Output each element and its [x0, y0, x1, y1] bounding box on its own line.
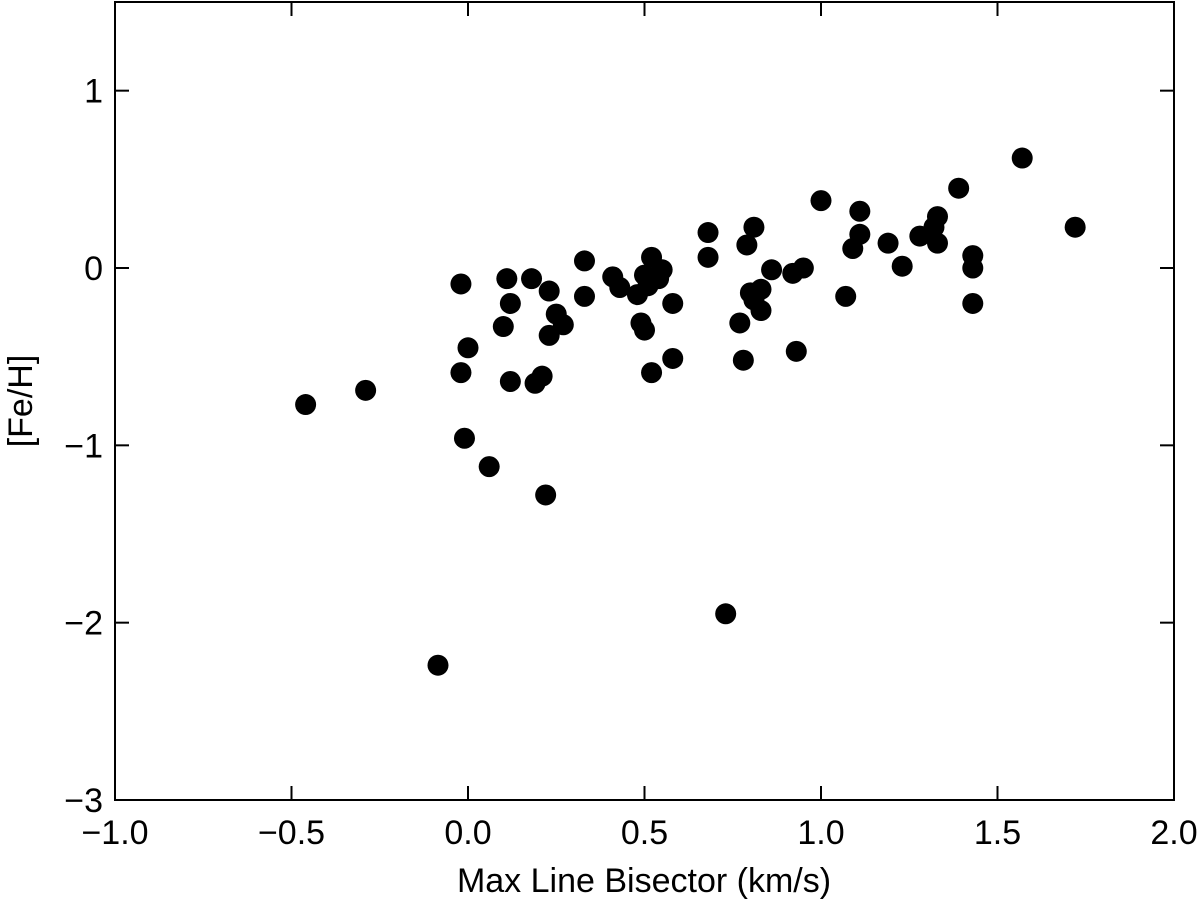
plot-frame: [114, 1, 1175, 801]
point: [651, 259, 673, 281]
point: [743, 216, 765, 238]
point: [295, 394, 317, 416]
point: [736, 234, 758, 256]
point: [355, 379, 377, 401]
point: [573, 285, 595, 307]
y-tick-label: −3: [64, 782, 103, 820]
point: [552, 314, 574, 336]
point: [891, 255, 913, 277]
point: [1011, 147, 1033, 169]
point: [715, 603, 737, 625]
y-tick-label: 0: [84, 250, 103, 288]
point: [849, 200, 871, 222]
point: [1064, 216, 1086, 238]
point: [531, 365, 553, 387]
point: [926, 232, 948, 254]
point: [521, 268, 543, 290]
y-axis-label: [Fe/H]: [2, 355, 40, 448]
x-tick-label: 2.0: [1150, 814, 1197, 852]
point: [849, 223, 871, 245]
point: [662, 292, 684, 314]
point: [697, 222, 719, 244]
x-axis-label: Max Line Bisector (km/s): [457, 862, 831, 900]
point: [761, 259, 783, 281]
point: [450, 273, 472, 295]
point: [496, 268, 518, 290]
x-tick-label: −0.5: [258, 814, 325, 852]
point: [641, 362, 663, 384]
point: [478, 456, 500, 478]
point: [750, 278, 772, 300]
point: [962, 292, 984, 314]
y-tick-label: −2: [64, 605, 103, 643]
point: [427, 654, 449, 676]
point: [877, 232, 899, 254]
x-tick-label: 0.5: [621, 814, 668, 852]
point: [573, 250, 595, 272]
point: [926, 206, 948, 228]
point: [450, 362, 472, 384]
point: [538, 280, 560, 302]
point: [457, 337, 479, 359]
point: [948, 177, 970, 199]
point: [729, 312, 751, 334]
point: [453, 427, 475, 449]
point: [835, 285, 857, 307]
point: [785, 340, 807, 362]
point: [697, 246, 719, 268]
point: [499, 370, 521, 392]
point: [499, 292, 521, 314]
y-tick-label: −1: [64, 427, 103, 465]
x-tick-label: 1.0: [797, 814, 844, 852]
point: [492, 316, 514, 338]
point: [962, 257, 984, 279]
point: [609, 277, 631, 299]
point: [792, 257, 814, 279]
point: [662, 347, 684, 369]
x-tick-label: 1.5: [974, 814, 1021, 852]
x-tick-label: 0.0: [444, 814, 491, 852]
y-tick-label: 1: [84, 73, 103, 111]
point: [750, 300, 772, 322]
point: [810, 190, 832, 212]
x-tick-label: −1.0: [81, 814, 148, 852]
point: [535, 484, 557, 506]
point: [634, 319, 655, 341]
point: [732, 349, 754, 371]
